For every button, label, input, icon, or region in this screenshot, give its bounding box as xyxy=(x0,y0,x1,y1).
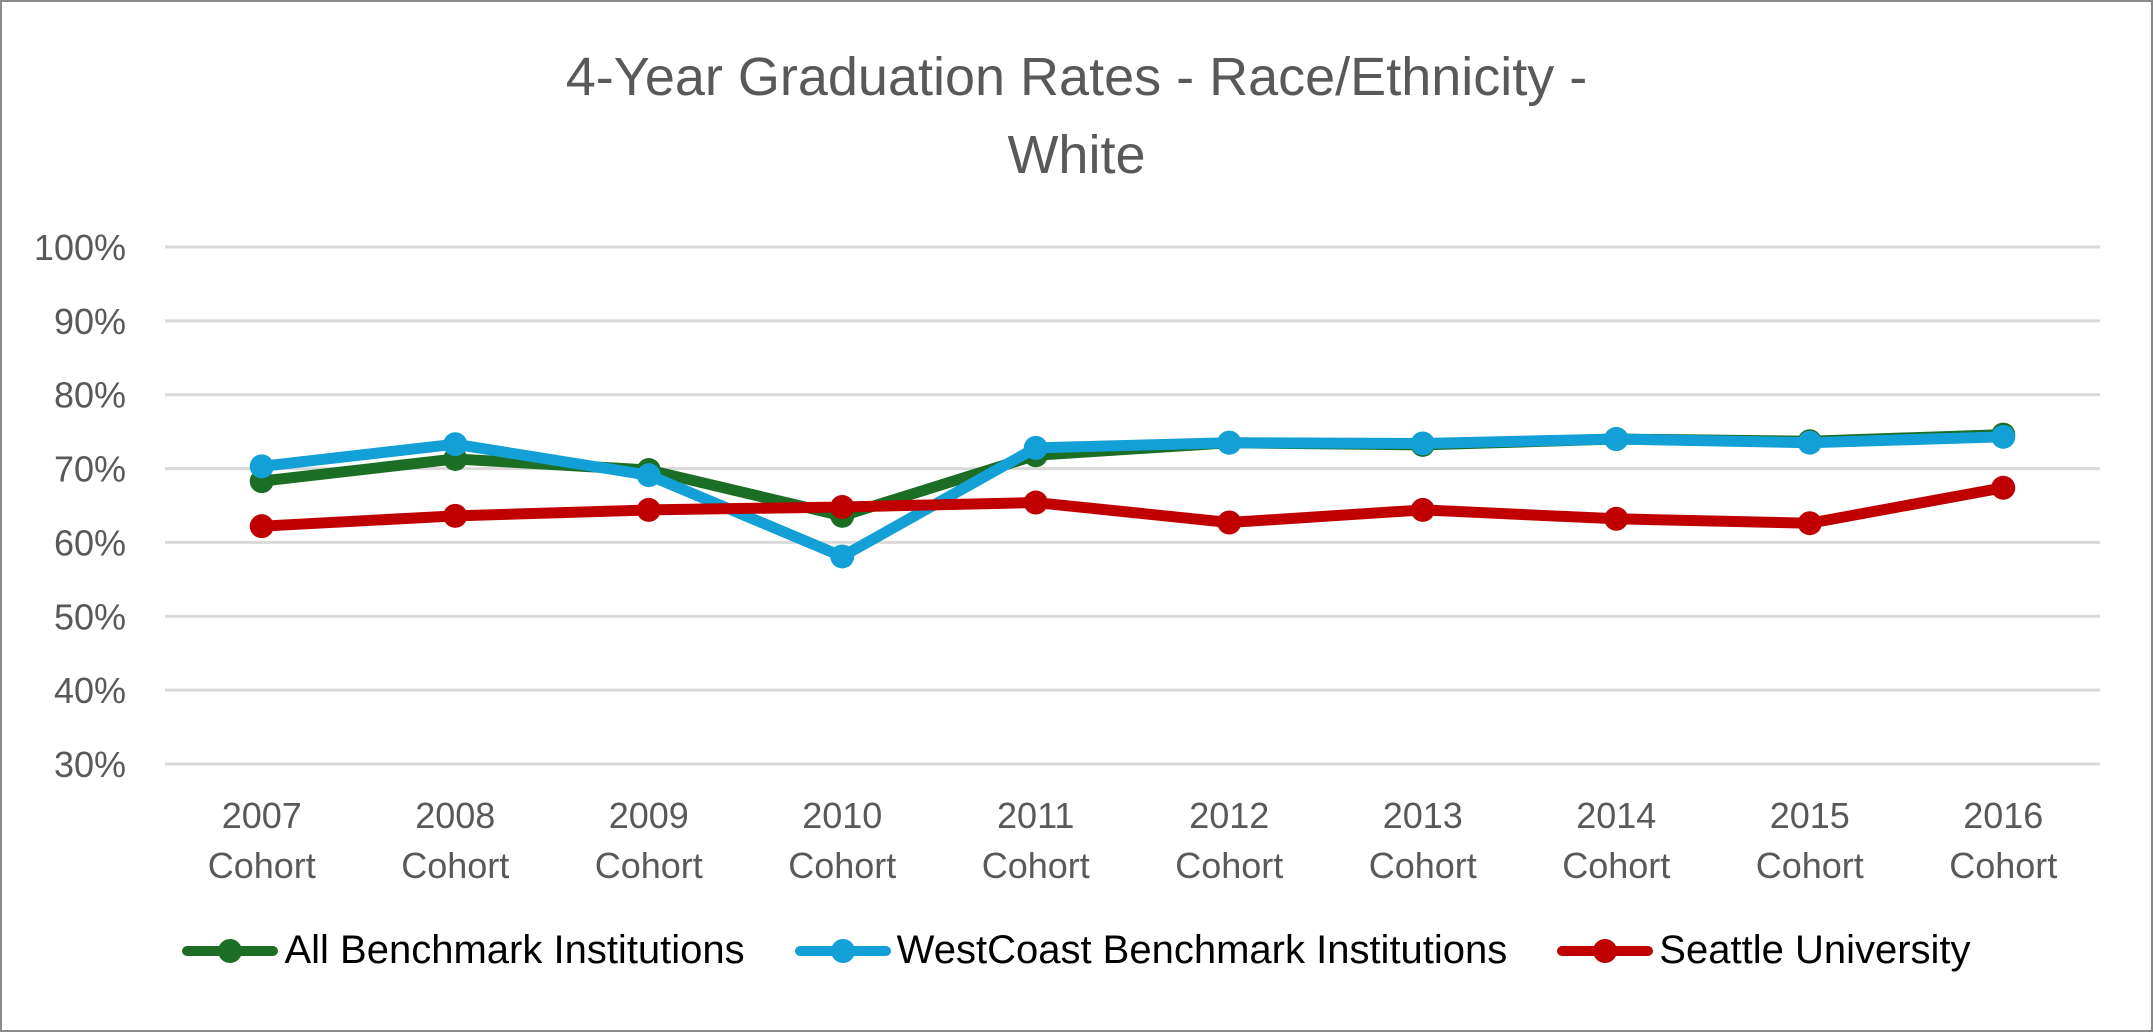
x-tick-label: 2015 Cohort xyxy=(1756,795,1864,886)
data-point[interactable] xyxy=(1604,506,1629,531)
x-tick-label-line: 2013 xyxy=(1383,795,1463,836)
gridlines xyxy=(165,245,2100,766)
chart-title-line-2: White xyxy=(1007,125,1146,185)
x-tick-label: 2013 Cohort xyxy=(1369,795,1477,886)
x-tick-label: 2016 Cohort xyxy=(1949,795,2057,886)
x-tick-label-line: Cohort xyxy=(401,845,509,886)
x-tick-label-line: Cohort xyxy=(788,845,896,886)
x-tick-label-line: Cohort xyxy=(1756,845,1864,886)
data-point[interactable] xyxy=(830,544,855,569)
y-tick-label: 90% xyxy=(54,301,126,342)
legend-label: All Benchmark Institutions xyxy=(284,928,745,972)
x-tick-label: 2009 Cohort xyxy=(595,795,703,886)
data-point[interactable] xyxy=(1797,511,1822,536)
legend-item-westcoast-benchmark[interactable]: WestCoast Benchmark Institutions xyxy=(794,928,1508,973)
y-tick-label: 40% xyxy=(54,670,126,711)
x-tick-label: 2008 Cohort xyxy=(401,795,509,886)
legend-label: Seattle University xyxy=(1659,928,1971,972)
y-tick-label: 50% xyxy=(54,596,126,637)
data-point[interactable] xyxy=(1217,430,1242,455)
legend-label: WestCoast Benchmark Institutions xyxy=(896,928,1508,972)
y-tick-label: 70% xyxy=(54,449,126,490)
chart-title-line-1: 4-Year Graduation Rates - Race/Ethnicity… xyxy=(565,47,1588,107)
y-tick-label: 100% xyxy=(34,227,126,268)
x-tick-label-line: 2011 xyxy=(997,795,1074,836)
x-tick-label: 2014 Cohort xyxy=(1562,795,1670,886)
y-tick-label: 60% xyxy=(54,522,126,563)
data-point[interactable] xyxy=(1991,475,2016,500)
x-tick-label-line: Cohort xyxy=(1949,845,2057,886)
series-lines xyxy=(249,422,2016,569)
x-tick-label-line: 2014 xyxy=(1576,795,1656,836)
legend-marker-icon xyxy=(182,931,279,971)
data-point[interactable] xyxy=(443,503,468,528)
data-point[interactable] xyxy=(249,454,274,479)
data-point[interactable] xyxy=(1797,430,1822,455)
series-line xyxy=(256,482,2009,532)
data-point[interactable] xyxy=(1023,435,1048,460)
data-point[interactable] xyxy=(249,514,274,539)
x-tick-label-line: 2012 xyxy=(1189,795,1269,836)
x-tick-label: 2010 Cohort xyxy=(788,795,896,886)
series-line xyxy=(256,431,2009,562)
x-tick-label-line: 2015 xyxy=(1770,795,1850,836)
data-point[interactable] xyxy=(1023,490,1048,515)
x-tick-label: 2007 Cohort xyxy=(208,795,316,886)
x-tick-label-line: 2009 xyxy=(609,795,689,836)
y-tick-label: 30% xyxy=(54,744,126,785)
legend: All Benchmark Institutions WestCoast Ben… xyxy=(0,928,2153,973)
x-tick-label-line: Cohort xyxy=(1175,845,1283,886)
data-point[interactable] xyxy=(636,497,661,522)
y-tick-label: 80% xyxy=(54,375,126,416)
x-tick-label-line: Cohort xyxy=(208,845,316,886)
legend-item-all-benchmark[interactable]: All Benchmark Institutions xyxy=(182,928,745,973)
data-point[interactable] xyxy=(1410,431,1435,456)
x-tick-label-line: Cohort xyxy=(982,845,1090,886)
series-westcoast-benchmark-institutions xyxy=(249,424,2016,569)
x-tick-label: 2011 Cohort xyxy=(982,795,1090,886)
series-seattle-university xyxy=(249,475,2016,539)
x-tick-label-line: 2010 xyxy=(802,795,882,836)
data-point[interactable] xyxy=(443,432,468,457)
x-tick-label-line: Cohort xyxy=(1562,845,1670,886)
legend-item-seattle-university[interactable]: Seattle University xyxy=(1557,928,1971,973)
x-tick-label-line: 2016 xyxy=(1963,795,2043,836)
legend-marker-icon xyxy=(1557,931,1654,971)
data-point[interactable] xyxy=(1991,424,2016,449)
y-axis-labels: 30% 40% 50% 60% 70% 80% 90% 100% xyxy=(34,227,126,785)
x-axis-labels: 2007 Cohort 2008 Cohort 2009 Cohort 2010 Cohort… xyxy=(208,795,2058,886)
x-tick-label-line: 2008 xyxy=(415,795,495,836)
x-tick-label-line: 2007 xyxy=(222,795,302,836)
x-tick-label-line: Cohort xyxy=(1369,845,1477,886)
legend-marker-icon xyxy=(794,931,891,971)
x-tick-label: 2012 Cohort xyxy=(1175,795,1283,886)
data-point[interactable] xyxy=(1217,510,1242,535)
data-point[interactable] xyxy=(1410,497,1435,522)
x-tick-label-line: Cohort xyxy=(595,845,703,886)
data-point[interactable] xyxy=(1604,427,1629,452)
data-point[interactable] xyxy=(636,463,661,488)
data-point[interactable] xyxy=(830,494,855,519)
